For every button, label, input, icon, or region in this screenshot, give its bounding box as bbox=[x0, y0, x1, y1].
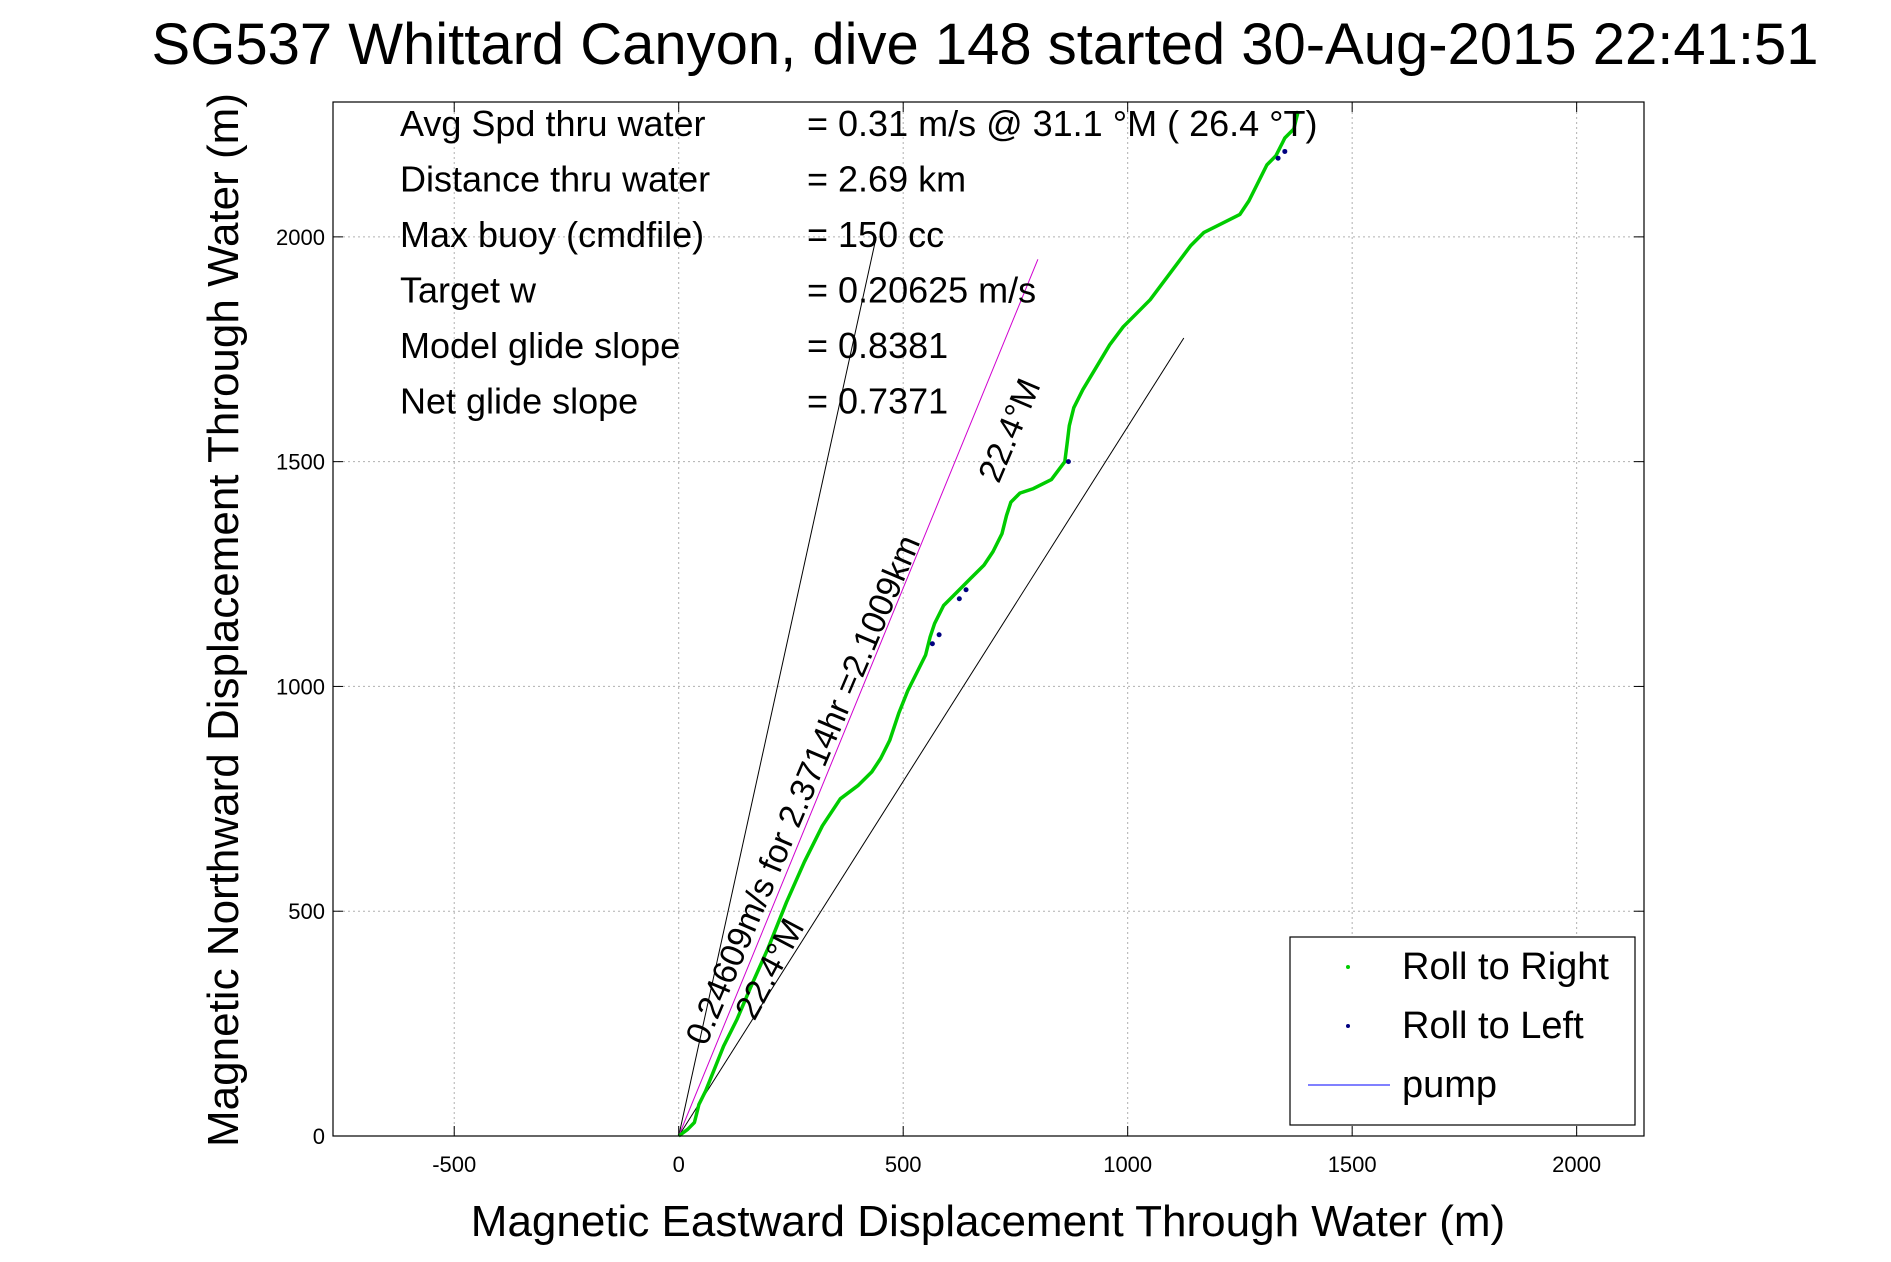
stats-block: Avg Spd thru water = 0.31 m/s @ 31.1 °M (… bbox=[400, 103, 1318, 422]
stat-value: = 0.20625 m/s bbox=[807, 270, 1036, 311]
y-tick-label: 1500 bbox=[276, 450, 325, 475]
x-tick-labels: -500 0 500 1000 1500 2000 bbox=[432, 102, 1601, 1177]
series-roll-to-left-point bbox=[1275, 155, 1281, 161]
y-tick-label: 0 bbox=[313, 1124, 325, 1149]
x-tick-label: 1500 bbox=[1328, 1152, 1377, 1177]
series-roll-to-left-point bbox=[929, 641, 935, 647]
legend-entry-label: Roll to Right bbox=[1402, 946, 1609, 988]
stat-label: Max buoy (cmdfile) bbox=[400, 214, 704, 255]
x-tick-label: -500 bbox=[432, 1152, 476, 1177]
stat-label: Target w bbox=[400, 270, 537, 311]
y-tick-label: 2000 bbox=[276, 225, 325, 250]
x-tick-label: 500 bbox=[885, 1152, 922, 1177]
stat-label: Net glide slope bbox=[400, 381, 638, 422]
chart-title: SG537 Whittard Canyon, dive 148 started … bbox=[152, 12, 1819, 77]
y-tick-labels: 0 500 1000 1500 2000 bbox=[276, 225, 1644, 1149]
stat-label: Avg Spd thru water bbox=[400, 103, 706, 144]
stat-value: = 0.8381 bbox=[807, 325, 948, 366]
annotations: 22.4°M0.24609m/s for 2.3714hr =2.1009km2… bbox=[679, 373, 1049, 1050]
series-roll-to-left-point bbox=[956, 596, 962, 602]
y-tick-label: 500 bbox=[288, 899, 325, 924]
stat-value: = 2.69 km bbox=[807, 159, 966, 200]
legend-marker bbox=[1346, 965, 1350, 969]
legend-entry-label: pump bbox=[1402, 1064, 1497, 1106]
series-roll-to-right-track bbox=[677, 110, 1300, 1138]
reference-line bbox=[678, 259, 1039, 1137]
series-roll-to-left-point bbox=[1065, 459, 1071, 465]
x-axis-label: Magnetic Eastward Displacement Through W… bbox=[471, 1197, 1505, 1246]
plot-frame bbox=[332, 101, 1645, 1137]
legend-entry-label: Roll to Left bbox=[1402, 1005, 1584, 1047]
reference-lines bbox=[678, 236, 1185, 1137]
stat-value: = 0.31 m/s @ 31.1 °M ( 26.4 °T) bbox=[807, 103, 1318, 144]
series-roll-to-left-point bbox=[963, 587, 969, 593]
chart-annotation: 22.4°M bbox=[971, 373, 1048, 487]
y-tick-label: 1000 bbox=[276, 674, 325, 699]
stat-label: Distance thru water bbox=[400, 159, 710, 200]
stat-value: = 0.7371 bbox=[807, 381, 948, 422]
x-tick-label: 2000 bbox=[1552, 1152, 1601, 1177]
series-roll-to-left-point bbox=[936, 632, 942, 638]
legend: Roll to Right Roll to Left pump bbox=[1289, 936, 1636, 1126]
chart-annotation: 0.24609m/s for 2.3714hr =2.1009km bbox=[679, 530, 929, 1050]
stat-value: = 150 cc bbox=[807, 214, 944, 255]
reference-line bbox=[678, 236, 877, 1137]
y-axis-label: Magnetic Northward Displacement Through … bbox=[199, 93, 248, 1147]
legend-marker bbox=[1346, 1024, 1350, 1028]
series-roll-to-left-point bbox=[1282, 148, 1288, 154]
reference-line bbox=[678, 337, 1185, 1137]
stat-label: Model glide slope bbox=[400, 325, 680, 366]
x-tick-label: 0 bbox=[673, 1152, 685, 1177]
series-layer bbox=[677, 110, 1300, 1138]
x-tick-label: 1000 bbox=[1103, 1152, 1152, 1177]
